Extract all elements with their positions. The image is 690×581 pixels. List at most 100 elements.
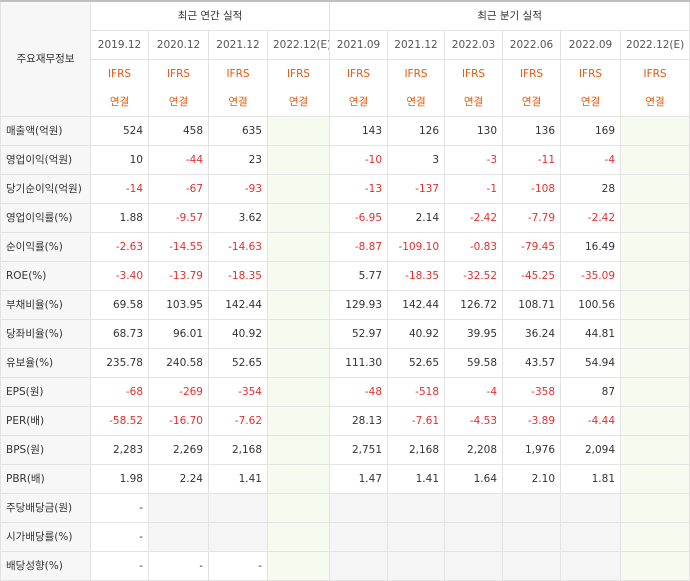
value-cell: -32.52 bbox=[444, 261, 504, 291]
value-cell: -35.09 bbox=[560, 261, 622, 291]
value-cell bbox=[266, 319, 331, 349]
value-cell bbox=[266, 174, 331, 204]
value-cell: -4 bbox=[560, 145, 622, 175]
table-row: 주당배당금(원) - bbox=[0, 493, 690, 523]
ifrs-label: IFRS bbox=[286, 68, 311, 80]
consolidated-label: 연결 bbox=[521, 96, 542, 108]
value-cell bbox=[266, 145, 331, 175]
value-cell: 1.98 bbox=[90, 464, 149, 494]
value-cell bbox=[148, 522, 209, 552]
value-cell: 3 bbox=[387, 145, 446, 175]
value-cell: 143 bbox=[329, 116, 389, 146]
value-cell bbox=[266, 406, 331, 436]
value-cell bbox=[620, 116, 690, 146]
value-cell: -68 bbox=[90, 377, 149, 407]
table-row: 영업이익(억원) 10 -44 23 -10 3 -3 -11 -4 bbox=[0, 145, 690, 175]
value-cell: 44.81 bbox=[560, 319, 622, 349]
value-cell bbox=[620, 435, 690, 465]
value-cell bbox=[208, 522, 268, 552]
value-cell: 129.93 bbox=[329, 290, 389, 320]
value-cell: -358 bbox=[502, 377, 562, 407]
consolidated-label: 연결 bbox=[288, 96, 309, 108]
value-cell: -79.45 bbox=[502, 232, 562, 262]
value-cell: 1.88 bbox=[90, 203, 149, 233]
value-cell: 240.58 bbox=[148, 348, 209, 378]
value-cell: -18.35 bbox=[387, 261, 446, 291]
value-cell bbox=[620, 319, 690, 349]
value-cell bbox=[266, 493, 331, 523]
value-cell: -2.42 bbox=[444, 203, 504, 233]
value-cell bbox=[266, 203, 331, 233]
value-cell: 103.95 bbox=[148, 290, 209, 320]
value-cell: -7.61 bbox=[387, 406, 446, 436]
value-cell bbox=[266, 261, 331, 291]
value-cell bbox=[620, 174, 690, 204]
value-cell bbox=[444, 493, 504, 523]
value-cell bbox=[560, 493, 622, 523]
value-cell: 235.78 bbox=[90, 348, 149, 378]
value-cell: 2,751 bbox=[329, 435, 389, 465]
value-cell: 40.92 bbox=[387, 319, 446, 349]
value-cell bbox=[620, 203, 690, 233]
value-cell: 28.13 bbox=[329, 406, 389, 436]
value-cell: 2,283 bbox=[90, 435, 149, 465]
value-cell: 130 bbox=[444, 116, 504, 146]
row-label: ROE(%) bbox=[0, 261, 91, 291]
row-label: 시가배당률(%) bbox=[0, 522, 91, 552]
ifrs-label: IFRS bbox=[166, 68, 191, 80]
value-cell: 2,168 bbox=[387, 435, 446, 465]
value-cell: - bbox=[90, 522, 149, 552]
quarterly-results-header: 최근 분기 실적 bbox=[329, 0, 690, 31]
value-cell bbox=[620, 406, 690, 436]
value-cell: 1.41 bbox=[208, 464, 268, 494]
value-cell: 69.58 bbox=[90, 290, 149, 320]
ifrs-consolidated-label: IFRS 연결 bbox=[560, 59, 622, 117]
value-cell: 68.73 bbox=[90, 319, 149, 349]
ifrs-label: IFRS bbox=[107, 68, 132, 80]
ifrs-consolidated-label: IFRS 연결 bbox=[266, 59, 331, 117]
ifrs-consolidated-label: IFRS 연결 bbox=[208, 59, 268, 117]
value-cell bbox=[148, 493, 209, 523]
value-cell: 126 bbox=[387, 116, 446, 146]
value-cell: -3.40 bbox=[90, 261, 149, 291]
value-cell bbox=[387, 493, 446, 523]
value-cell: -67 bbox=[148, 174, 209, 204]
value-cell: -45.25 bbox=[502, 261, 562, 291]
table-row: 당좌비율(%) 68.73 96.01 40.92 52.97 40.92 39.95 36.… bbox=[0, 319, 690, 349]
value-cell: 2,094 bbox=[560, 435, 622, 465]
value-cell: 5.77 bbox=[329, 261, 389, 291]
value-cell bbox=[620, 348, 690, 378]
consolidated-label: 연결 bbox=[348, 96, 369, 108]
consolidated-label: 연결 bbox=[580, 96, 601, 108]
period-header: 2022.03 bbox=[444, 30, 504, 60]
consolidated-label: 연결 bbox=[228, 96, 248, 108]
period-header: 2022.06 bbox=[502, 30, 562, 60]
value-cell bbox=[620, 464, 690, 494]
value-cell: 52.65 bbox=[387, 348, 446, 378]
annual-results-header: 최근 연간 실적 bbox=[89, 0, 331, 31]
value-cell: -13.79 bbox=[148, 261, 209, 291]
consolidated-label: 연결 bbox=[109, 96, 130, 108]
table-row: 당기순이익(억원) -14 -67 -93 -13 -137 -1 -108 28 bbox=[0, 174, 690, 204]
table-row: 시가배당률(%) - bbox=[0, 522, 690, 552]
value-cell bbox=[387, 522, 446, 552]
value-cell: -137 bbox=[387, 174, 446, 204]
period-header: 2021.12 bbox=[387, 30, 446, 60]
value-cell bbox=[329, 522, 389, 552]
value-cell: 10 bbox=[90, 145, 149, 175]
value-cell: 23 bbox=[208, 145, 268, 175]
value-cell: 1.81 bbox=[560, 464, 622, 494]
period-header: 2022.09 bbox=[560, 30, 622, 60]
value-cell: -2.42 bbox=[560, 203, 622, 233]
value-cell: 126.72 bbox=[444, 290, 504, 320]
ifrs-label: IFRS bbox=[578, 68, 603, 80]
value-cell: 635 bbox=[208, 116, 268, 146]
row-label: 주당배당금(원) bbox=[0, 493, 91, 523]
value-cell bbox=[620, 522, 690, 552]
value-cell bbox=[266, 522, 331, 552]
value-cell: 52.65 bbox=[208, 348, 268, 378]
consolidated-label: 연결 bbox=[645, 96, 665, 108]
value-cell: 43.57 bbox=[502, 348, 562, 378]
value-cell bbox=[444, 522, 504, 552]
value-cell: -269 bbox=[148, 377, 209, 407]
